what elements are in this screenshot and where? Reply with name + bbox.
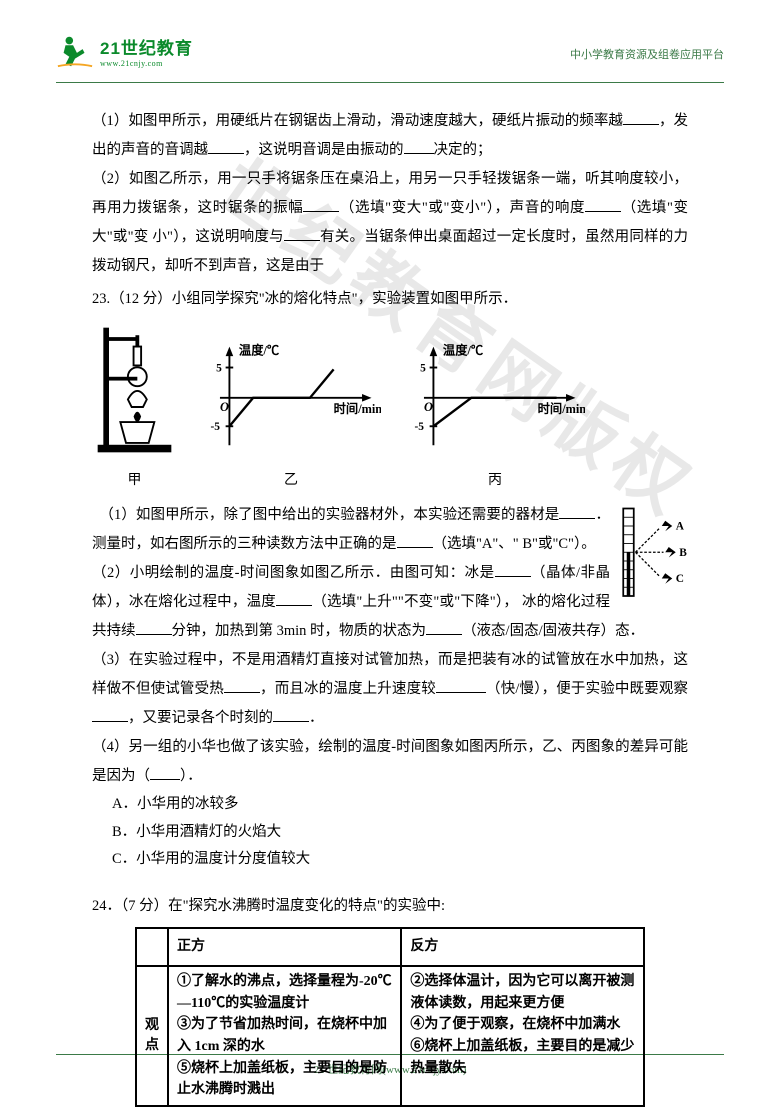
fig-label-a: 甲 [92, 467, 177, 495]
svg-text:C: C [676, 573, 684, 585]
blank [224, 677, 260, 693]
svg-text:5: 5 [216, 362, 222, 374]
blank [397, 532, 433, 548]
blank [276, 590, 312, 606]
logo-block: 21世纪教育 www.21cnjy.com [56, 32, 193, 70]
q23-figure-row: 甲 温度/℃ 时间/min 5 -5 O 乙 [92, 322, 688, 495]
chart-c-icon: 温度/℃ 时间/min 5 -5 O [405, 341, 585, 455]
svg-text:O: O [424, 400, 433, 414]
fig-apparatus-wrap: 甲 [92, 322, 177, 495]
svg-text:时间/min: 时间/min [334, 401, 381, 416]
table-header-con: 反方 [401, 928, 644, 966]
spacer [92, 874, 688, 892]
q22-p2: （2）如图乙所示，用一只手将锯条压在桌沿上，用另一只手轻拨锯条一端，听其响度较小… [92, 165, 688, 281]
list-item: ⑤烧杯上加盖纸板，主要目的是防止水沸腾时溅出 [177, 1058, 392, 1101]
q24-table-wrap: 正方 反方 观点 ①了解水的沸点，选择量程为-20℃—110℃的实验温度计 ③为… [135, 927, 645, 1107]
blank [436, 677, 486, 693]
table-row: 正方 反方 [136, 928, 644, 966]
q23-p2-d: 分钟，加热到第 3min 时，物质的状态为 [172, 623, 427, 639]
table-header-pro: 正方 [168, 928, 401, 966]
list-item: ①了解水的沸点，选择量程为-20℃—110℃的实验温度计 [177, 971, 392, 1014]
q23-p2-a: （2）小明绘制的温度-时间图象如图乙所示．由图可知：冰是 [92, 565, 495, 581]
fig-chart-c-wrap: 温度/℃ 时间/min 5 -5 O 丙 [405, 341, 585, 496]
table-cell-pro: ①了解水的沸点，选择量程为-20℃—110℃的实验温度计 ③为了节省加热时间，在… [168, 966, 401, 1106]
q23-p1-c: （选填"A"、" B"或"C"）。 [433, 536, 596, 552]
list-item: ④为了便于观察，在烧杯中加满水 [410, 1014, 635, 1036]
q23-p3: （3）在实验过程中，不是用酒精灯直接对试管加热，而是把装有冰的试管放在水中加热，… [92, 646, 688, 733]
logo-main-text: 21世纪教育 [100, 34, 193, 59]
blank [404, 138, 434, 154]
blank [559, 503, 595, 519]
pro-list: ①了解水的沸点，选择量程为-20℃—110℃的实验温度计 ③为了节省加热时间，在… [177, 971, 392, 1101]
fig-label-b: 乙 [201, 467, 381, 495]
q23-p2: （2）小明绘制的温度-时间图象如图乙所示．由图可知：冰是（晶体/非晶体），冰在熔… [92, 559, 688, 646]
blank [426, 619, 462, 635]
q23-p4: （4）另一组的小华也做了该实验，绘制的温度-时间图象如图丙所示，乙、丙图象的差异… [92, 733, 688, 791]
q23-p1: （1）如图甲所示，除了图中给出的实验器材外，本实验还需要的器材是．测量时，如右图… [92, 501, 688, 559]
q23-title: 23.（12 分）小组同学探究"冰的熔化特点"，实验装置如图甲所示． [92, 285, 688, 314]
svg-text:时间/min: 时间/min [538, 401, 585, 416]
q23-p3-b: ，而且冰的温度上升速度较 [260, 681, 436, 697]
q23-p3-d: ，又要记录各个时刻的 [128, 710, 273, 726]
table-header-blank [136, 928, 168, 966]
svg-text:O: O [220, 400, 229, 414]
chart-b-icon: 温度/℃ 时间/min 5 -5 O [201, 341, 381, 455]
fig-chart-b-wrap: 温度/℃ 时间/min 5 -5 O 乙 [201, 341, 381, 496]
svg-text:B: B [679, 547, 687, 559]
q24-title: 24．（7 分）在"探究水沸腾时温度变化的特点"的实验中: [92, 892, 688, 921]
list-item: ③为了节省加热时间，在烧杯中加入 1cm 深的水 [177, 1014, 392, 1057]
q23-p1-a: （1）如图甲所示，除了图中给出的实验器材外，本实验还需要的器材是 [107, 507, 560, 523]
option-b: B．小华用酒精灯的火焰大 [112, 819, 688, 847]
fig-label-c: 丙 [405, 467, 585, 495]
list-item: ②选择体温计，因为它可以离开被测液体读数，用起来更方便 [410, 971, 635, 1014]
q22-p2-b: （选填"变大"或"变小"），声音的响度 [339, 200, 585, 216]
q23-p2-e: （液态/固态/固液共存）态． [462, 623, 644, 639]
blank [284, 225, 320, 241]
table-row: 观点 ①了解水的沸点，选择量程为-20℃—110℃的实验温度计 ③为了节省加热时… [136, 966, 644, 1106]
header-right-text: 中小学教育资源及组卷应用平台 [570, 46, 724, 62]
svg-text:-5: -5 [414, 421, 424, 433]
blank [208, 138, 244, 154]
blank [273, 706, 309, 722]
svg-text:温度/℃: 温度/℃ [239, 342, 280, 357]
q22-p1-a: （1）如图甲所示，用硬纸片在钢锯齿上滑动，滑动速度越大，硬纸片振动的频率越 [92, 113, 623, 129]
table-cell-con: ②选择体温计，因为它可以离开被测液体读数，用起来更方便 ④为了便于观察，在烧杯中… [401, 966, 644, 1106]
debate-table: 正方 反方 观点 ①了解水的沸点，选择量程为-20℃—110℃的实验温度计 ③为… [135, 927, 645, 1107]
blank [92, 706, 128, 722]
blank [495, 561, 531, 577]
option-c: C．小华用的温度计分度值较大 [112, 846, 688, 874]
logo-sub-text: www.21cnjy.com [100, 59, 193, 68]
svg-text:温度/℃: 温度/℃ [443, 342, 484, 357]
content-area: （1）如图甲所示，用硬纸片在钢锯齿上滑动，滑动速度越大，硬纸片振动的频率越，发出… [0, 83, 780, 1107]
q22-p1-d: 决定的； [434, 142, 492, 158]
page-header: 21世纪教育 www.21cnjy.com 中小学教育资源及组卷应用平台 [0, 0, 780, 78]
svg-text:-5: -5 [210, 421, 220, 433]
blank [623, 109, 659, 125]
q22-p1: （1）如图甲所示，用硬纸片在钢锯齿上滑动，滑动速度越大，硬纸片振动的频率越，发出… [92, 107, 688, 165]
blank [136, 619, 172, 635]
thermometer-icon: A B C [618, 505, 688, 601]
svg-text:5: 5 [420, 362, 426, 374]
blank [150, 764, 180, 780]
svg-text:A: A [676, 521, 685, 533]
apparatus-icon [92, 322, 177, 454]
con-list: ②选择体温计，因为它可以离开被测液体读数，用起来更方便 ④为了便于观察，在烧杯中… [410, 971, 635, 1079]
option-a: A．小华用的冰较多 [112, 791, 688, 819]
q23-p3-c: （快/慢），便于实验中既要观察 [486, 681, 688, 697]
runner-logo-icon [56, 32, 94, 70]
blank [585, 196, 621, 212]
q23-options: A．小华用的冰较多 B．小华用酒精灯的火焰大 C．小华用的温度计分度值较大 [112, 791, 688, 874]
q22-p1-c: ，这说明音调是由振动的 [244, 142, 404, 158]
blank [303, 196, 339, 212]
list-item: ⑥烧杯上加盖纸板，主要目的是减少热量散失 [410, 1036, 635, 1079]
logo-text: 21世纪教育 www.21cnjy.com [100, 34, 193, 68]
q23-p3-e: ． [309, 710, 324, 726]
table-side-label: 观点 [136, 966, 168, 1106]
q23-p4-b: ）． [180, 768, 202, 784]
